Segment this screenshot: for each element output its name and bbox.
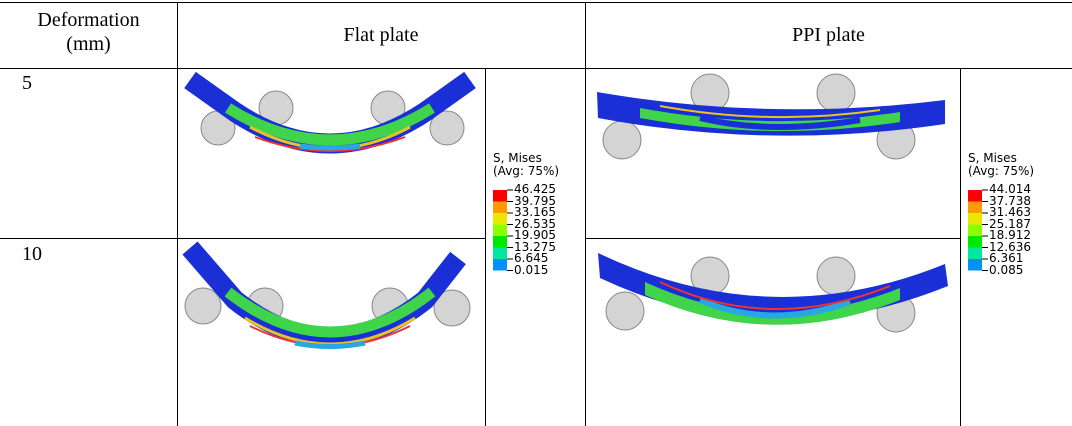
legend-swatch: [493, 213, 507, 225]
legend-swatch: [493, 248, 507, 260]
legend-swatch: [968, 225, 982, 237]
legend-swatch: [968, 190, 982, 202]
ppi-plate-10mm: [598, 253, 948, 332]
header-flat: Flat plate: [177, 24, 585, 47]
legend-value: 0.015: [514, 264, 548, 277]
legend-swatch: [493, 225, 507, 237]
page: Deformation (mm) Flat plate PPI plate 5 …: [0, 0, 1072, 426]
legend-swatch: [968, 202, 982, 214]
flat-plate-10mm: [185, 248, 470, 347]
flat-plate-5mm: [190, 80, 470, 151]
legend-swatch: [968, 259, 982, 271]
legend-value: 0.085: [989, 264, 1023, 277]
legend-swatch: [968, 236, 982, 248]
legend-swatch: [968, 213, 982, 225]
header-ppi: PPI plate: [585, 24, 1072, 47]
legend-subtitle: (Avg: 75%): [493, 165, 559, 178]
legend-subtitle: (Avg: 75%): [968, 165, 1034, 178]
row-label: 5: [22, 72, 32, 95]
ppi-plate-5mm: [597, 74, 945, 159]
legend-swatch: [493, 202, 507, 214]
row-label: 10: [22, 243, 42, 266]
legend-swatch: [968, 248, 982, 260]
legend-bars: [493, 190, 988, 271]
legend-swatch: [493, 236, 507, 248]
legend-swatch: [493, 259, 507, 271]
legend-swatch: [493, 190, 507, 202]
header-deformation: Deformation (mm): [0, 8, 177, 56]
